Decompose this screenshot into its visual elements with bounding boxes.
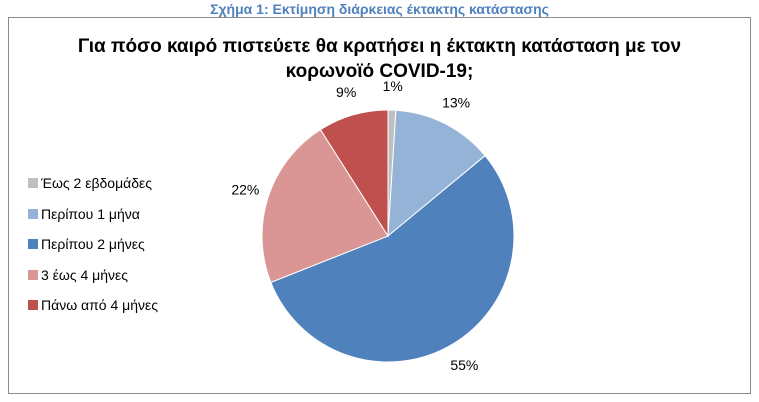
legend: Έως 2 εβδομάδες Περίπου 1 μήνα Περίπου 2 μ… — [28, 168, 158, 321]
legend-swatch — [28, 300, 38, 311]
pie-slice — [261, 128, 389, 284]
legend-label: Περίπου 2 μήνες — [41, 236, 145, 253]
pie-slice — [270, 154, 515, 363]
chart-title: Για πόσο καιρό πιστεύετε θα κρατήσει η έ… — [0, 34, 759, 84]
pie-slice — [387, 109, 486, 238]
legend-item: Περίπου 1 μήνα — [28, 199, 158, 230]
legend-item: 3 έως 4 μήνες — [28, 260, 158, 291]
pie-slice — [319, 109, 389, 238]
legend-label: Έως 2 εβδομάδες — [41, 175, 153, 192]
data-label: 13% — [442, 94, 470, 110]
chart-frame — [8, 17, 751, 394]
legend-swatch — [28, 178, 38, 189]
legend-label: Πάνω από 4 μήνες — [41, 297, 158, 314]
chart-title-line2: κορωνοϊό COVID-19; — [285, 61, 474, 82]
data-label: 22% — [231, 182, 259, 198]
legend-item: Πάνω από 4 μήνες — [28, 290, 158, 321]
legend-swatch — [28, 208, 38, 219]
legend-swatch — [28, 269, 38, 280]
figure-caption: Σχήμα 1: Εκτίμηση διάρκειας έκτακτης κατ… — [210, 1, 549, 17]
legend-label: 3 έως 4 μήνες — [41, 266, 129, 283]
chart-title-line1: Για πόσο καιρό πιστεύετε θα κρατήσει η έ… — [77, 36, 682, 57]
legend-item: Έως 2 εβδομάδες — [28, 168, 158, 199]
data-label: 1% — [383, 78, 403, 94]
legend-label: Περίπου 1 μήνα — [41, 205, 140, 222]
legend-item: Περίπου 2 μήνες — [28, 229, 158, 260]
legend-swatch — [28, 239, 38, 250]
data-label: 55% — [450, 357, 478, 373]
data-label: 9% — [336, 84, 356, 100]
